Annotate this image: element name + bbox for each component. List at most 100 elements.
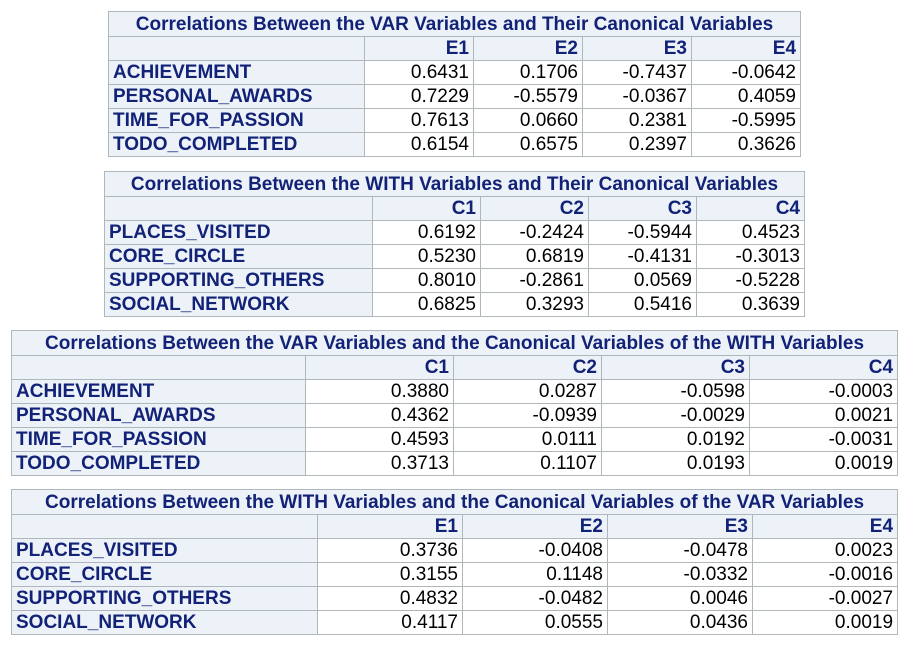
value-cell: 0.7229 xyxy=(364,84,474,109)
row-label: PERSONAL_AWARDS xyxy=(108,84,365,109)
table-row: PLACES_VISITED 0.6192 -0.2424 -0.5944 0.… xyxy=(104,220,805,245)
value-cell: -0.0478 xyxy=(607,538,753,563)
value-cell: -0.7437 xyxy=(582,60,692,85)
value-cell: 0.3713 xyxy=(305,451,454,476)
row-label: CORE_CIRCLE xyxy=(11,562,318,587)
table-title: Correlations Between the WITH Variables … xyxy=(10,489,899,515)
row-label: SUPPORTING_OTHERS xyxy=(11,586,318,611)
value-cell: -0.4131 xyxy=(588,244,697,269)
table-row: CORE_CIRCLE 0.5230 0.6819 -0.4131 -0.301… xyxy=(104,244,805,269)
table-row: SUPPORTING_OTHERS 0.4832 -0.0482 0.0046 … xyxy=(11,586,899,611)
value-cell: 0.3736 xyxy=(317,538,463,563)
table-with-var-canonical: Correlations Between the WITH Variables … xyxy=(10,489,899,635)
row-label: SUPPORTING_OTHERS xyxy=(104,268,373,293)
column-header: E3 xyxy=(582,36,692,61)
value-cell: 0.5230 xyxy=(372,244,481,269)
table-title: Correlations Between the WITH Variables … xyxy=(104,171,805,197)
row-label: PLACES_VISITED xyxy=(104,220,373,245)
table-row: CORE_CIRCLE 0.3155 0.1148 -0.0332 -0.001… xyxy=(11,562,899,587)
value-cell: -0.2424 xyxy=(480,220,589,245)
value-cell: 0.2381 xyxy=(582,108,692,133)
value-cell: 0.1706 xyxy=(473,60,583,85)
table-row: TODO_COMPLETED 0.6154 0.6575 0.2397 0.36… xyxy=(108,132,802,157)
column-header: C2 xyxy=(480,196,589,221)
column-header: E4 xyxy=(690,36,802,61)
value-cell: -0.0031 xyxy=(748,427,899,452)
table-row: SUPPORTING_OTHERS 0.8010 -0.2861 0.0569 … xyxy=(104,268,805,293)
row-label: SOCIAL_NETWORK xyxy=(11,610,318,635)
value-cell: 0.0660 xyxy=(473,108,583,133)
value-cell: 0.4059 xyxy=(690,84,802,109)
value-cell: 0.4523 xyxy=(696,220,805,245)
column-header: C3 xyxy=(588,196,697,221)
value-cell: -0.5995 xyxy=(690,108,802,133)
value-cell: -0.0016 xyxy=(751,562,899,587)
value-cell: -0.0408 xyxy=(462,538,608,563)
value-cell: 0.0019 xyxy=(751,610,899,635)
table-row: SOCIAL_NETWORK 0.6825 0.3293 0.5416 0.36… xyxy=(104,292,805,317)
value-cell: 0.2397 xyxy=(582,132,692,157)
column-header: C3 xyxy=(601,355,750,380)
row-label: ACHIEVEMENT xyxy=(108,60,365,85)
row-label: SOCIAL_NETWORK xyxy=(104,292,373,317)
table-row: PERSONAL_AWARDS 0.4362 -0.0939 -0.0029 0… xyxy=(11,403,899,428)
table-row: PLACES_VISITED 0.3736 -0.0408 -0.0478 0.… xyxy=(11,538,899,563)
value-cell: -0.0939 xyxy=(453,403,602,428)
column-header: E2 xyxy=(473,36,583,61)
table-row: TIME_FOR_PASSION 0.4593 0.0111 0.0192 -0… xyxy=(11,427,899,452)
header-row: C1 C2 C3 C4 xyxy=(11,355,899,380)
value-cell: -0.3013 xyxy=(696,244,805,269)
value-cell: 0.3880 xyxy=(305,379,454,404)
header-row: E1 E2 E3 E4 xyxy=(11,514,899,539)
column-header: E2 xyxy=(462,514,608,539)
value-cell: 0.8010 xyxy=(372,268,481,293)
row-label: TIME_FOR_PASSION xyxy=(108,108,365,133)
column-header: C4 xyxy=(696,196,805,221)
value-cell: 0.0555 xyxy=(462,610,608,635)
value-cell: 0.3626 xyxy=(690,132,802,157)
value-cell: 0.5416 xyxy=(588,292,697,317)
value-cell: 0.6825 xyxy=(372,292,481,317)
value-cell: -0.0029 xyxy=(601,403,750,428)
value-cell: 0.6819 xyxy=(480,244,589,269)
value-cell: 0.6154 xyxy=(364,132,474,157)
header-row: E1 E2 E3 E4 xyxy=(108,36,802,61)
value-cell: -0.0642 xyxy=(690,60,802,85)
value-cell: -0.0482 xyxy=(462,586,608,611)
column-header: E4 xyxy=(751,514,899,539)
column-header: E3 xyxy=(607,514,753,539)
value-cell: -0.0332 xyxy=(607,562,753,587)
value-cell: 0.7613 xyxy=(364,108,474,133)
table-var-with-canonical: Correlations Between the VAR Variables a… xyxy=(10,330,899,476)
value-cell: 0.0192 xyxy=(601,427,750,452)
corner-cell xyxy=(11,355,306,380)
corner-cell xyxy=(108,36,365,61)
table-title: Correlations Between the VAR Variables a… xyxy=(107,11,802,37)
row-label: ACHIEVEMENT xyxy=(11,379,306,404)
value-cell: -0.0598 xyxy=(601,379,750,404)
column-header: C1 xyxy=(372,196,481,221)
table-with-canonical: Correlations Between the WITH Variables … xyxy=(104,171,805,317)
value-cell: 0.3639 xyxy=(696,292,805,317)
table-row: TODO_COMPLETED 0.3713 0.1107 0.0193 0.00… xyxy=(11,451,899,476)
value-cell: -0.2861 xyxy=(480,268,589,293)
value-cell: 0.6575 xyxy=(473,132,583,157)
column-header: E1 xyxy=(364,36,474,61)
value-cell: 0.3293 xyxy=(480,292,589,317)
row-label: PLACES_VISITED xyxy=(11,538,318,563)
value-cell: 0.4362 xyxy=(305,403,454,428)
value-cell: 0.1148 xyxy=(462,562,608,587)
table-row: PERSONAL_AWARDS 0.7229 -0.5579 -0.0367 0… xyxy=(108,84,802,109)
value-cell: 0.0569 xyxy=(588,268,697,293)
value-cell: 0.4593 xyxy=(305,427,454,452)
corner-cell xyxy=(104,196,373,221)
value-cell: -0.0003 xyxy=(748,379,899,404)
row-label: CORE_CIRCLE xyxy=(104,244,373,269)
table-row: SOCIAL_NETWORK 0.4117 0.0555 0.0436 0.00… xyxy=(11,610,899,635)
value-cell: 0.1107 xyxy=(453,451,602,476)
corner-cell xyxy=(11,514,318,539)
value-cell: 0.4832 xyxy=(317,586,463,611)
value-cell: -0.5228 xyxy=(696,268,805,293)
value-cell: 0.6431 xyxy=(364,60,474,85)
table-row: TIME_FOR_PASSION 0.7613 0.0660 0.2381 -0… xyxy=(108,108,802,133)
